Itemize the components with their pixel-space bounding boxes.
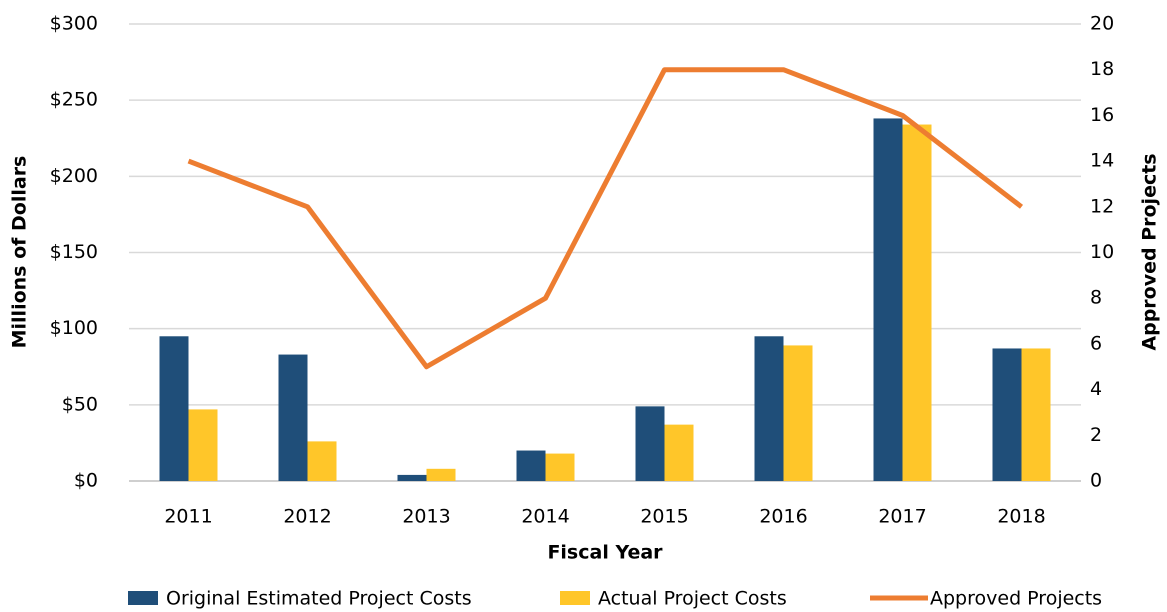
legend-swatch bbox=[128, 591, 158, 605]
y2-tick-label: 0 bbox=[1090, 470, 1102, 492]
legend-label: Actual Project Costs bbox=[598, 588, 787, 610]
y2-tick-label: 18 bbox=[1090, 58, 1114, 80]
legend-swatch bbox=[560, 591, 590, 605]
bar bbox=[992, 348, 1022, 481]
x-tick-label: 2018 bbox=[997, 506, 1045, 528]
y2-tick-label: 16 bbox=[1090, 104, 1114, 126]
bar bbox=[307, 441, 337, 481]
x-tick-label: 2015 bbox=[640, 506, 688, 528]
bar bbox=[397, 474, 427, 481]
x-tick-label: 2016 bbox=[759, 506, 807, 528]
x-axis-title: Fiscal Year bbox=[547, 542, 663, 564]
bar bbox=[902, 124, 932, 481]
bar bbox=[159, 336, 189, 481]
y2-tick-label: 14 bbox=[1090, 150, 1114, 172]
y-tick-label: $0 bbox=[74, 470, 98, 492]
y2-tick-label: 4 bbox=[1090, 378, 1102, 400]
y2-axis-title: Approved Projects bbox=[1139, 153, 1161, 350]
x-tick-label: 2011 bbox=[164, 506, 212, 528]
y-tick-label: $200 bbox=[50, 165, 98, 187]
y-tick-label: $100 bbox=[50, 317, 98, 339]
legend-label: Original Estimated Project Costs bbox=[166, 588, 472, 610]
legend-label: Approved Projects bbox=[930, 588, 1102, 610]
x-tick-label: 2013 bbox=[402, 506, 450, 528]
y2-tick-label: 8 bbox=[1090, 287, 1102, 309]
y-tick-label: $150 bbox=[50, 241, 98, 263]
x-tick-label: 2017 bbox=[878, 506, 926, 528]
y-axis-title: Millions of Dollars bbox=[9, 156, 31, 349]
y2-tick-label: 2 bbox=[1090, 424, 1102, 446]
y2-tick-label: 20 bbox=[1090, 13, 1114, 35]
bar bbox=[754, 336, 784, 481]
y-tick-label: $250 bbox=[50, 89, 98, 111]
bar bbox=[278, 354, 308, 481]
y-tick-label: $300 bbox=[50, 13, 98, 35]
bar bbox=[516, 450, 546, 481]
x-tick-label: 2012 bbox=[283, 506, 331, 528]
bar bbox=[783, 345, 813, 481]
y-tick-label: $50 bbox=[62, 393, 98, 415]
y2-tick-label: 12 bbox=[1090, 195, 1114, 217]
bar bbox=[545, 453, 575, 481]
bar bbox=[188, 409, 218, 481]
bar bbox=[1021, 348, 1051, 481]
y2-tick-label: 10 bbox=[1090, 241, 1114, 263]
bar bbox=[873, 118, 903, 482]
line bbox=[187, 67, 1024, 370]
y2-tick-label: 6 bbox=[1090, 332, 1102, 354]
bar bbox=[635, 406, 665, 481]
bar bbox=[664, 424, 694, 481]
bar bbox=[426, 468, 456, 481]
x-tick-label: 2014 bbox=[521, 506, 569, 528]
